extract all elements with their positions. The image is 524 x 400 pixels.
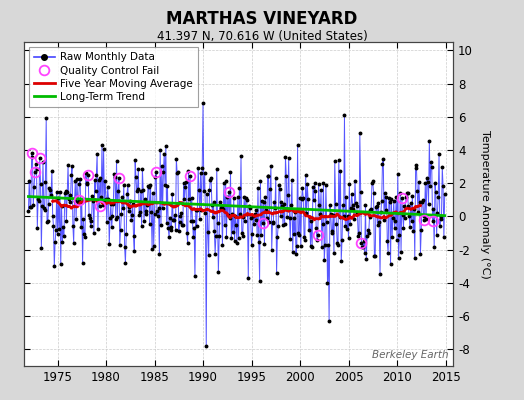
Text: MARTHAS VINEYARD: MARTHAS VINEYARD <box>166 10 358 28</box>
Text: 41.397 N, 70.616 W (United States): 41.397 N, 70.616 W (United States) <box>157 30 367 43</box>
Y-axis label: Temperature Anomaly (°C): Temperature Anomaly (°C) <box>480 130 490 278</box>
Text: Berkeley Earth: Berkeley Earth <box>373 350 449 360</box>
Legend: Raw Monthly Data, Quality Control Fail, Five Year Moving Average, Long-Term Tren: Raw Monthly Data, Quality Control Fail, … <box>29 47 198 107</box>
